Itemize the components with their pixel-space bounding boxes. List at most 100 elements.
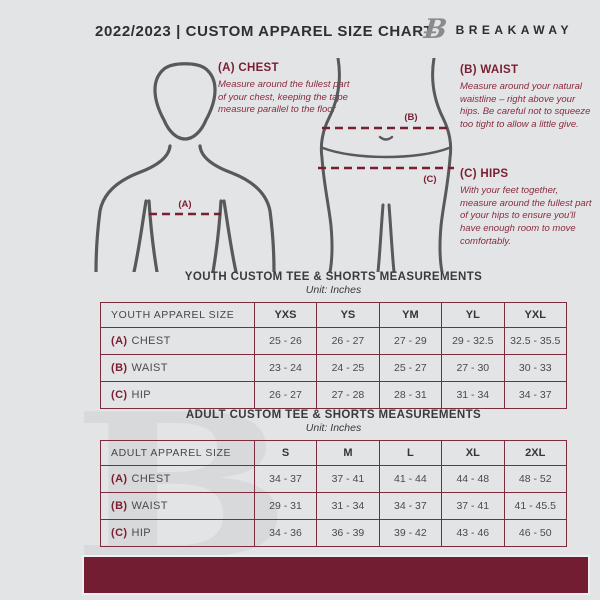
adult-size-section: ADULT CUSTOM TEE & SHORTS MEASUREMENTS U… [100,409,568,547]
brand-logo: Ƀ BREAKAWAY [422,14,573,45]
cell: 34 - 36 [253,519,318,547]
cell: 34 - 37 [378,492,443,520]
cell: 25 - 27 [378,354,443,382]
page-title: 2022/2023 | CUSTOM APPAREL SIZE CHART [95,23,434,40]
lower-body-outline [319,58,453,272]
row-label: WAIST [131,362,168,374]
adult-size-col-header: ADULT APPAREL SIZE [100,440,255,466]
hip-marker-label: (C) [423,174,436,185]
col-header-l: L [378,440,443,466]
row-marker: (C) [111,389,128,401]
youth-size-table: YOUTH APPAREL SIZE YXS YS YM YL YXL (A) C… [100,302,568,409]
cell: 31 - 34 [316,492,380,520]
row-label-cell: (C) HIP [100,381,255,409]
lower-body-figure-illustration: (B) (C) [318,58,454,272]
col-header-m: M [316,440,380,466]
row-marker: (A) [111,473,128,485]
hips-instructions: (C) HIPS With your feet together, measur… [460,168,592,248]
cell: 37 - 41 [316,465,380,493]
cell: 48 - 52 [503,465,568,493]
hips-heading: (C) HIPS [460,168,509,180]
cell: 39 - 42 [378,519,443,547]
chest-heading: (A) CHEST [218,62,279,74]
youth-size-section: YOUTH CUSTOM TEE & SHORTS MEASUREMENTS U… [100,271,568,409]
brand-name: BREAKAWAY [455,22,573,37]
cell: 29 - 31 [253,492,318,520]
col-header-ys: YS [316,302,380,328]
footer-accent-bar [82,555,590,595]
adult-table-title: ADULT CUSTOM TEE & SHORTS MEASUREMENTS [185,409,482,421]
row-label-cell: (B) WAIST [100,354,255,382]
hips-text: With your feet together, measure around … [460,185,592,247]
waist-heading: (B) WAIST [460,64,519,76]
row-label: HIP [131,527,152,539]
youth-hip-row: (C) HIP 26 - 27 27 - 28 28 - 31 31 - 34 3… [100,381,568,409]
youth-chest-row: (A) CHEST 25 - 26 26 - 27 27 - 29 29 - 32… [100,327,568,355]
cell: 41 - 44 [378,465,443,493]
row-label-cell: (B) WAIST [100,492,255,520]
measurement-diagram-section: (A) (A) CHEST Measure around the fullest… [0,56,600,274]
adult-hip-row: (C) HIP 34 - 36 36 - 39 39 - 42 43 - 46 4… [100,519,568,547]
col-header-ym: YM [378,302,443,328]
col-header-yxs: YXS [253,302,318,328]
waist-text: Measure around your natural waistline – … [460,81,591,130]
torso-outline [94,62,276,272]
row-marker: (A) [111,335,128,347]
row-label-cell: (C) HIP [100,519,255,547]
cell: 31 - 34 [441,381,505,409]
chest-text: Measure around the fullest part of your … [218,79,350,116]
cell: 25 - 26 [253,327,318,355]
cell: 24 - 25 [316,354,380,382]
cell: 26 - 27 [316,327,380,355]
col-header-yxl: YXL [503,302,568,328]
waist-instructions: (B) WAIST Measure around your natural wa… [460,64,592,132]
cell: 41 - 45.5 [503,492,568,520]
cell: 27 - 28 [316,381,380,409]
youth-header-row: YOUTH APPAREL SIZE YXS YS YM YL YXL [100,302,568,328]
cell: 30 - 33 [503,354,568,382]
cell: 34 - 37 [503,381,568,409]
row-label-cell: (A) CHEST [100,327,255,355]
row-label-cell: (A) CHEST [100,465,255,493]
cell: 46 - 50 [503,519,568,547]
col-header-2xl: 2XL [503,440,568,466]
cell: 29 - 32.5 [441,327,505,355]
cell: 43 - 46 [441,519,505,547]
youth-size-col-header: YOUTH APPAREL SIZE [100,302,255,328]
cell: 37 - 41 [441,492,505,520]
col-header-yl: YL [441,302,505,328]
youth-table-unit: Unit: Inches [305,284,362,296]
cell: 26 - 27 [253,381,318,409]
chest-marker-label: (A) [178,199,191,210]
row-marker: (C) [111,527,128,539]
cell: 44 - 48 [441,465,505,493]
torso-figure-illustration: (A) [94,62,276,272]
header: 2022/2023 | CUSTOM APPAREL SIZE CHART Ƀ … [0,0,600,56]
cell: 28 - 31 [378,381,443,409]
breakaway-b-icon: Ƀ [422,14,449,45]
col-header-s: S [253,440,318,466]
cell: 23 - 24 [253,354,318,382]
row-label: CHEST [131,473,171,485]
cell: 27 - 30 [441,354,505,382]
youth-table-title: YOUTH CUSTOM TEE & SHORTS MEASUREMENTS [184,271,483,283]
cell: 27 - 29 [378,327,443,355]
adult-size-table: ADULT APPAREL SIZE S M L XL 2XL (A) CHEST… [100,440,568,547]
row-marker: (B) [111,362,128,374]
adult-waist-row: (B) WAIST 29 - 31 31 - 34 34 - 37 37 - 41… [100,492,568,520]
adult-header-row: ADULT APPAREL SIZE S M L XL 2XL [100,440,568,466]
row-label: CHEST [131,335,171,347]
cell: 36 - 39 [316,519,380,547]
adult-table-unit: Unit: Inches [305,422,362,434]
cell: 32.5 - 35.5 [503,327,568,355]
waist-marker-label: (B) [404,112,417,123]
cell: 34 - 37 [253,465,318,493]
adult-chest-row: (A) CHEST 34 - 37 37 - 41 41 - 44 44 - 48… [100,465,568,493]
col-header-xl: XL [441,440,505,466]
row-label: HIP [131,389,152,401]
row-marker: (B) [111,500,128,512]
row-label: WAIST [131,500,168,512]
chest-instructions: (A) CHEST Measure around the fullest par… [218,62,358,117]
youth-waist-row: (B) WAIST 23 - 24 24 - 25 25 - 27 27 - 30… [100,354,568,382]
